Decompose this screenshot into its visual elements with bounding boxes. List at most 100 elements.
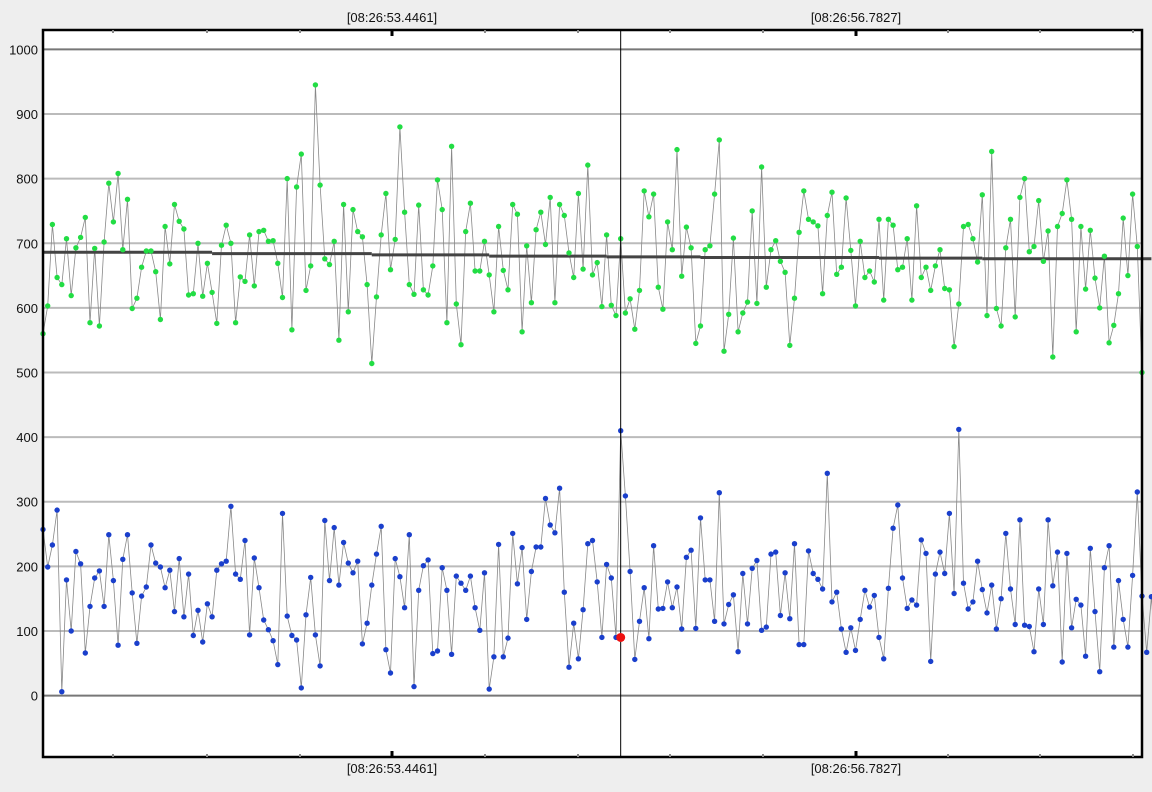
series-2-point-196: [960, 580, 967, 586]
series-1-point-81: [420, 287, 427, 293]
series-1-point-165: [815, 223, 821, 229]
series-1-point-63: [336, 337, 342, 343]
series-2-point-66: [350, 570, 356, 576]
series-2-point-203: [993, 626, 1000, 632]
series-1-point-139: [693, 340, 699, 347]
series-1-point-181: [890, 222, 896, 228]
y-tick-label-800: 800: [16, 172, 38, 187]
series-1-point-150: [744, 299, 751, 305]
series-2-point-157: [777, 612, 784, 619]
series-1-point-91: [467, 200, 474, 206]
series-1-point-28: [171, 201, 178, 208]
series-2-point-67: [355, 558, 361, 564]
series-1-point-40: [228, 240, 234, 246]
series-1-point-185: [909, 297, 915, 303]
series-2-point-88: [453, 573, 459, 579]
cursor-highlight-point[interactable]: [616, 632, 626, 642]
series-1-point-208: [1017, 194, 1023, 201]
series-2-point-2: [49, 542, 56, 548]
series-1-point-192: [942, 285, 948, 292]
series-1-point-99: [505, 287, 511, 293]
series-2-point-166: [819, 586, 826, 592]
series-1-point-109: [552, 300, 558, 306]
series-1-point-198: [970, 236, 976, 242]
series-1-point-68: [359, 234, 366, 240]
series-1-point-218: [1064, 177, 1070, 183]
series-1-point-149: [740, 310, 746, 316]
series-1-point-96: [491, 309, 497, 315]
series-2-point-213: [1040, 621, 1047, 628]
series-1-point-71: [373, 294, 380, 300]
series-2-point-12: [96, 568, 103, 574]
series-2-point-15: [110, 577, 117, 584]
series-1-point-164: [810, 219, 816, 225]
series-1-point-162: [801, 188, 807, 194]
series-2-point-84: [434, 648, 441, 654]
series-2-point-197: [965, 606, 971, 612]
y-axis-tick-labels: 0 100 200 300 400 500 600 700 800 900 1000: [9, 42, 38, 703]
series-1-point-207: [1012, 314, 1018, 320]
series-1-point-229: [1115, 291, 1122, 297]
series-1-point-212: [1036, 197, 1042, 204]
y-tick-label-600: 600: [16, 301, 38, 316]
series-2-point-108: [547, 522, 553, 528]
series-1-point-144: [716, 137, 722, 143]
series-1-point-135: [674, 146, 680, 153]
series-1-point-41: [232, 320, 239, 326]
series-2-point-212: [1036, 586, 1042, 592]
series-2-point-147: [730, 592, 737, 598]
series-1-point-222: [1082, 286, 1089, 292]
series-1-point-66: [350, 206, 356, 213]
series-2-point-214: [1045, 517, 1051, 523]
series-2-point-77: [401, 605, 408, 611]
series-2-point-120: [603, 561, 610, 568]
series-2-point-42: [237, 576, 243, 582]
series-2-point-168: [829, 599, 835, 605]
series-2-point-116: [585, 541, 591, 547]
series-2-point-71: [373, 551, 380, 557]
series-1-point-89: [458, 342, 464, 348]
series-2-point-140: [697, 515, 704, 521]
series-2-point-98: [500, 654, 506, 660]
series-2-point-145: [721, 621, 727, 627]
series-1-point-1: [45, 303, 51, 309]
series-2-point-202: [989, 582, 995, 588]
series-1-point-187: [918, 274, 924, 281]
series-2-point-205: [1003, 530, 1009, 537]
series-1-point-221: [1078, 223, 1084, 230]
series-2-point-131: [655, 606, 661, 612]
series-2-point-192: [942, 570, 948, 577]
series-2-point-158: [782, 570, 788, 576]
series-2-point-137: [683, 554, 690, 560]
series-2-point-129: [646, 636, 652, 642]
series-2-point-223: [1087, 545, 1094, 551]
series-2-point-91: [467, 573, 474, 579]
series-1-point-110: [556, 201, 563, 208]
series-1-point-31: [185, 292, 192, 298]
series-2-point-152: [754, 557, 760, 564]
series-2-point-111: [561, 589, 567, 595]
series-2-point-141: [702, 577, 708, 583]
series-1-point-73: [383, 190, 389, 197]
series-1-point-136: [679, 273, 685, 279]
x-tick-label-bottom-1: [08:26:53.4461]: [347, 761, 437, 776]
series-2-point-177: [871, 592, 877, 599]
series-2-point-36: [209, 614, 215, 620]
series-2-point-184: [904, 605, 910, 612]
series-1-point-70: [369, 360, 375, 367]
series-1-point-223: [1087, 227, 1094, 233]
series-2-point-167: [824, 470, 830, 476]
series-2-point-172: [848, 625, 854, 631]
series-1-point-94: [481, 238, 488, 244]
series-2-point-231: [1125, 644, 1131, 650]
series-2-point-208: [1017, 517, 1023, 523]
series-1-point-177: [871, 279, 877, 285]
series-1-point-158: [782, 269, 788, 275]
series-2-point-16: [115, 642, 121, 648]
series-2-point-83: [430, 650, 436, 657]
series-2-point-109: [552, 530, 558, 536]
series-1-point-97: [495, 223, 502, 230]
series-1-point-202: [989, 148, 995, 155]
series-2-point-207: [1012, 621, 1018, 628]
series-1-point-120: [603, 232, 610, 238]
